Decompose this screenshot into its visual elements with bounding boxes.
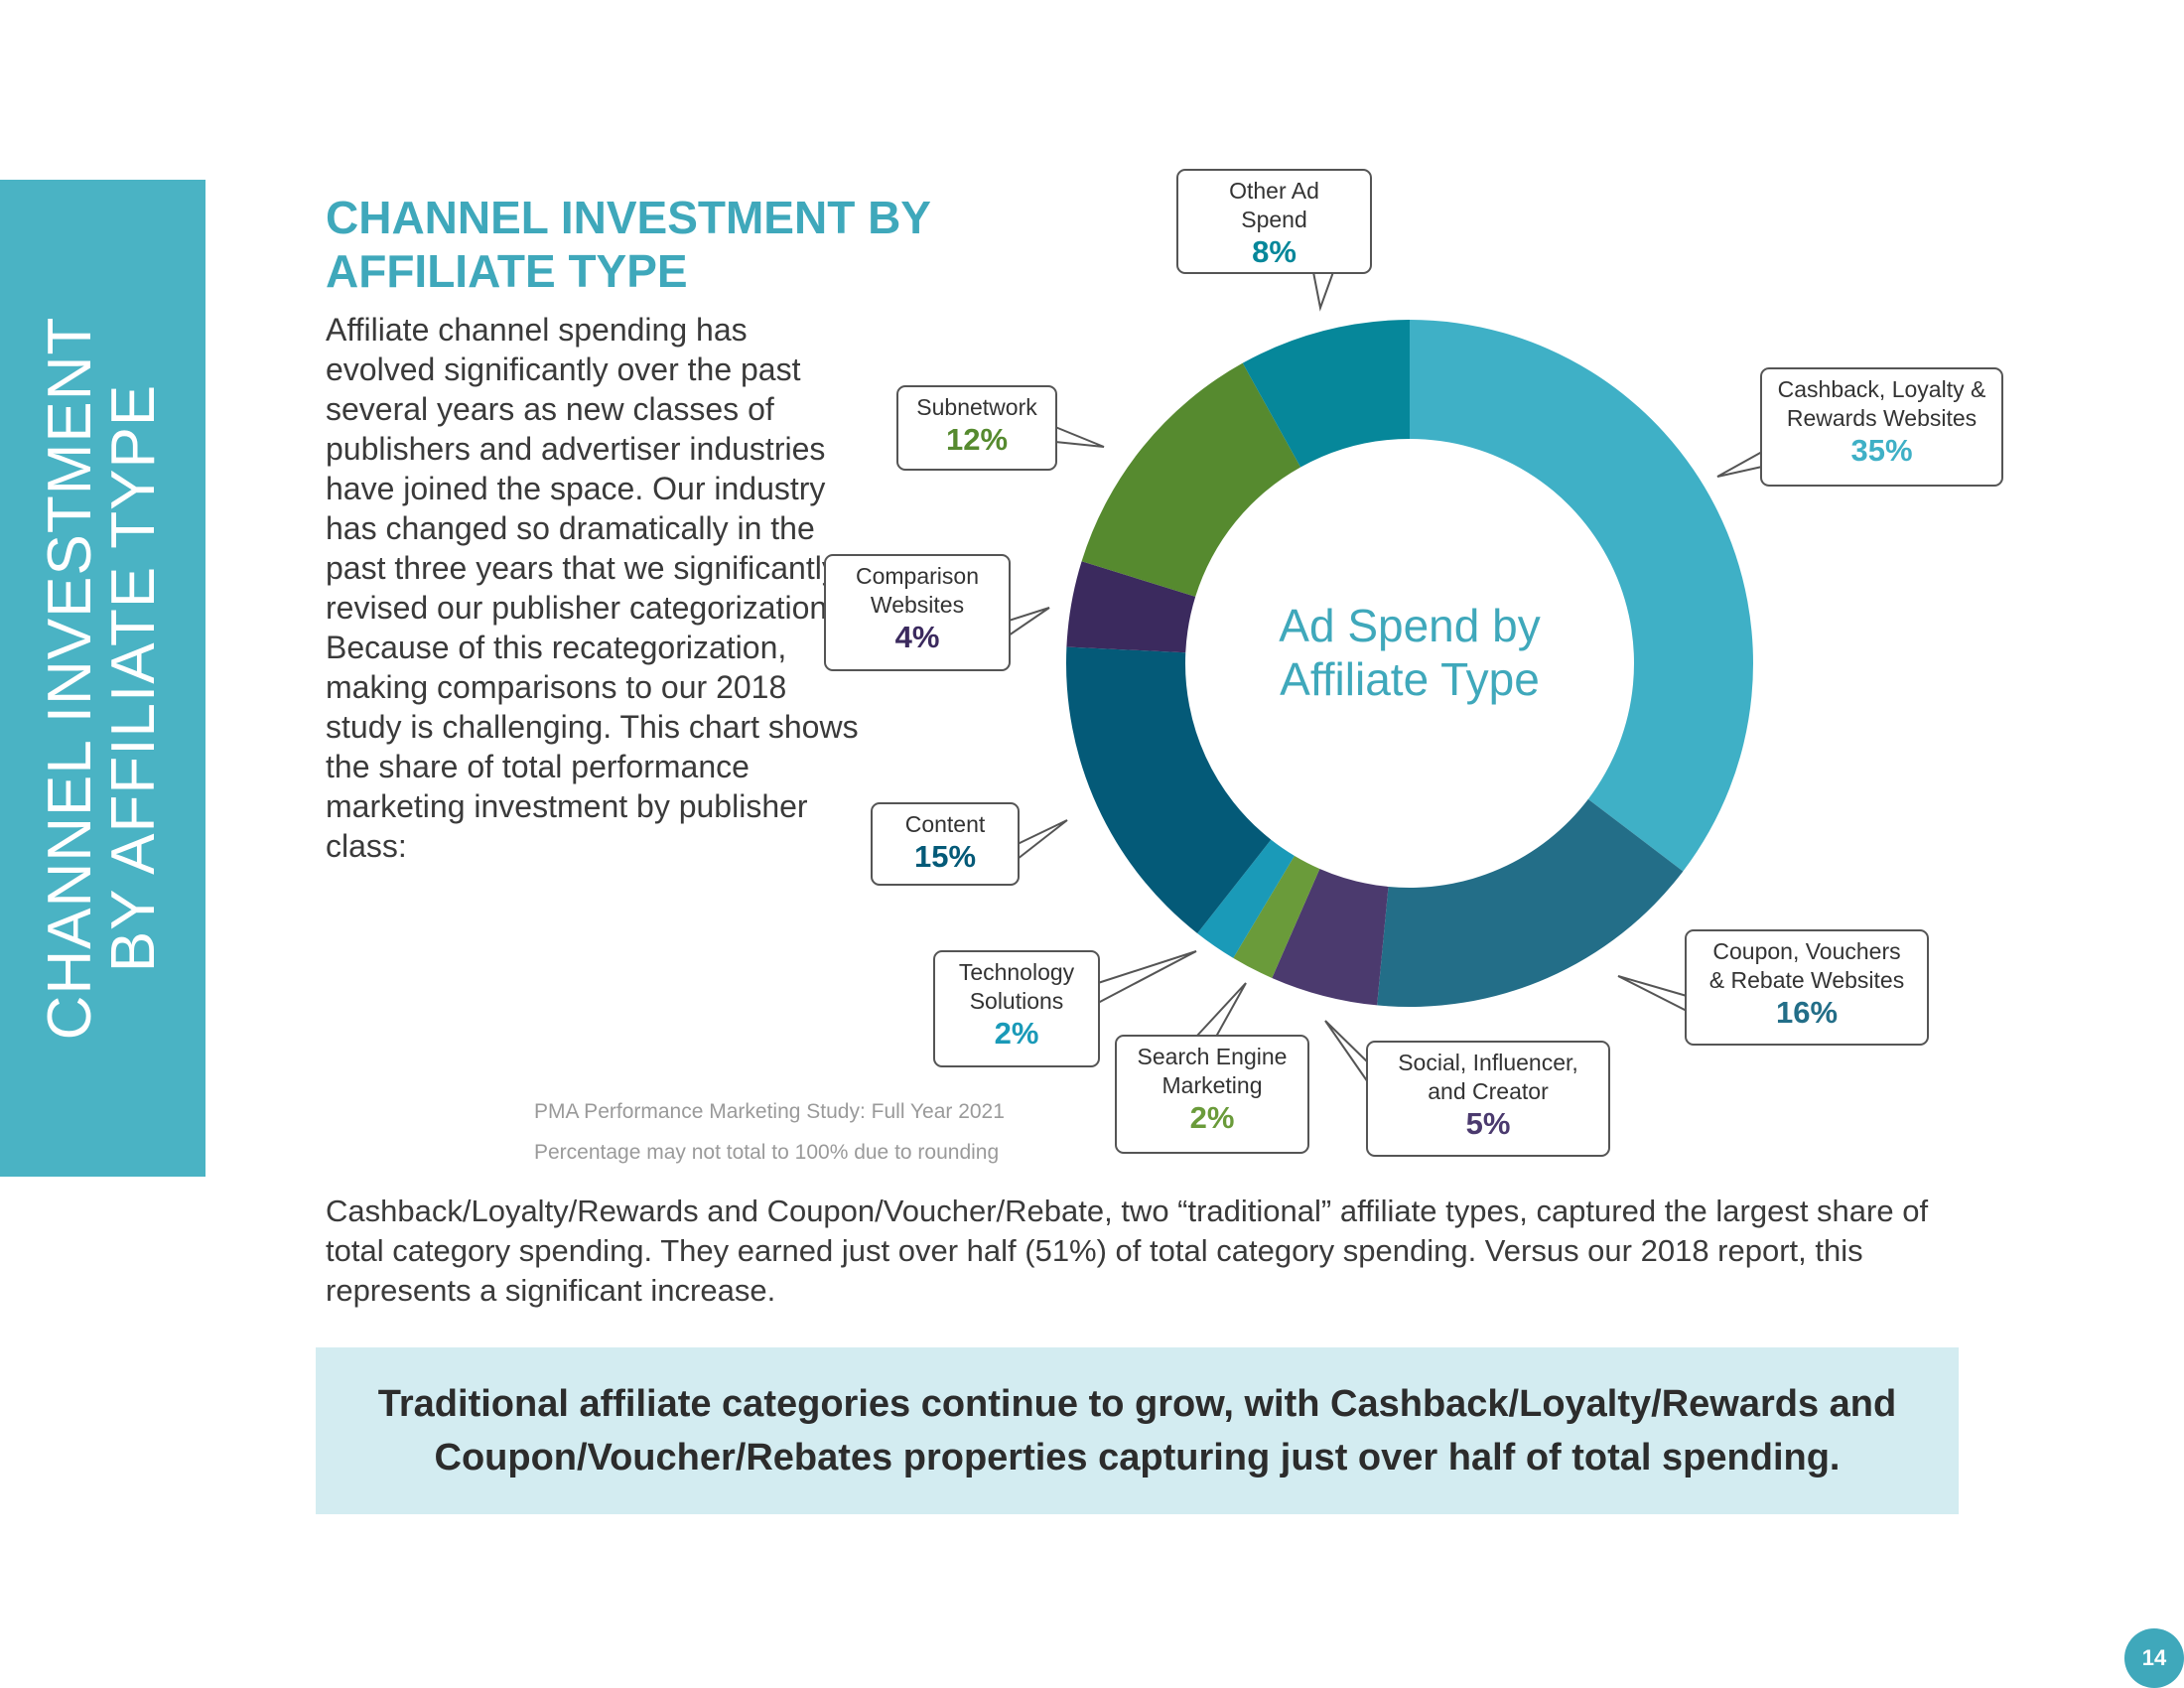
callout-comparison: Comparison Websites 4% (824, 554, 1011, 671)
source-note: PMA Performance Marketing Study: Full Ye… (534, 1100, 1005, 1123)
callout-label: Rewards Websites (1786, 405, 1978, 431)
callout-percent: 15% (913, 839, 977, 874)
callout-percent: 16% (1775, 995, 1839, 1030)
callout-label: Social, Influencer, (1398, 1050, 1578, 1075)
callout-coupon: Coupon, Vouchers & Rebate Websites 16% (1685, 929, 1929, 1046)
donut-slice-technology-solutions (1197, 839, 1295, 958)
callout-percent: 8% (1252, 234, 1297, 269)
pointer-subnetwork (1054, 426, 1105, 448)
callout-percent: 35% (1850, 433, 1913, 468)
page-title: CHANNEL INVESTMENT BY AFFILIATE TYPE (326, 191, 941, 298)
callout-percent: 5% (1465, 1106, 1511, 1141)
callout-label: Search Engine (1137, 1044, 1288, 1069)
callout-label: and Creator (1428, 1078, 1549, 1104)
donut-slice-search-engine-marketing (1233, 855, 1320, 978)
takeaway-box: Traditional affiliate categories continu… (316, 1347, 1959, 1514)
callout-label: Coupon, Vouchers (1712, 938, 1901, 964)
summary-paragraph: Cashback/Loyalty/Rewards and Coupon/Vouc… (326, 1194, 1929, 1308)
pointer-other (1312, 271, 1334, 312)
pointer-coupon (1617, 975, 1688, 1012)
donut-slice-other-ad-spend (1242, 320, 1410, 468)
page-title-line1: CHANNEL INVESTMENT BY (326, 192, 931, 243)
callout-label: Cashback, Loyalty & (1777, 376, 1986, 402)
takeaway-text: Traditional affiliate categories continu… (377, 1383, 1897, 1478)
callout-other: Other Ad Spend 8% (1176, 169, 1372, 274)
pointer-social (1324, 1020, 1369, 1083)
callout-percent: 12% (945, 422, 1009, 457)
callout-subnetwork: Subnetwork 12% (896, 385, 1057, 471)
callout-percent: 2% (994, 1016, 1039, 1051)
callout-search: Search Engine Marketing 2% (1115, 1035, 1309, 1154)
callout-label: Other Ad (1229, 178, 1319, 204)
pointer-search (1195, 982, 1247, 1038)
callout-technology: Technology Solutions 2% (933, 950, 1100, 1067)
callout-percent: 4% (894, 620, 940, 654)
page-number: 14 (2124, 1628, 2184, 1688)
donut-slice-comparison-websites (1066, 561, 1196, 653)
callout-pointers (1008, 271, 1763, 1083)
page-title-line2: AFFILIATE TYPE (326, 245, 688, 297)
sidebar-band (0, 180, 205, 1177)
callout-label: Marketing (1161, 1072, 1263, 1098)
callout-label: Content (904, 811, 986, 837)
callout-percent: 2% (1189, 1100, 1235, 1135)
callout-label: Comparison (856, 563, 979, 589)
center-label-line1: Ad Spend by (1279, 600, 1540, 651)
callout-label: Subnetwork (916, 394, 1037, 420)
callout-label: Spend (1241, 207, 1307, 232)
pointer-cashback (1716, 451, 1763, 478)
callout-label: Solutions (969, 988, 1064, 1014)
callout-label: Websites (870, 592, 965, 618)
donut-slices (1066, 320, 1753, 1008)
donut-slice-social-influencer-and-creator (1272, 869, 1389, 1006)
callout-label: & Rebate Websites (1708, 967, 1905, 993)
callout-cashback: Cashback, Loyalty & Rewards Websites 35% (1760, 367, 2003, 487)
pointer-content (1017, 819, 1068, 860)
pointer-technology (1097, 950, 1197, 1004)
pointer-comparison (1008, 607, 1050, 636)
donut-slice-cashback-loyalty-rewards-websites (1410, 320, 1753, 872)
donut-slice-coupon-vouchers-rebate-websites (1377, 798, 1684, 1008)
center-label-line2: Affiliate Type (1280, 653, 1540, 705)
rounding-note: Percentage may not total to 100% due to … (534, 1141, 1000, 1164)
intro-paragraph: Affiliate channel spending has evolved s… (326, 312, 859, 864)
callout-label: Technology (958, 959, 1075, 985)
callout-social: Social, Influencer, and Creator 5% (1366, 1041, 1610, 1157)
donut-slice-subnetwork (1081, 362, 1301, 597)
callout-content: Content 15% (871, 802, 1020, 886)
donut-slice-content (1066, 646, 1272, 933)
